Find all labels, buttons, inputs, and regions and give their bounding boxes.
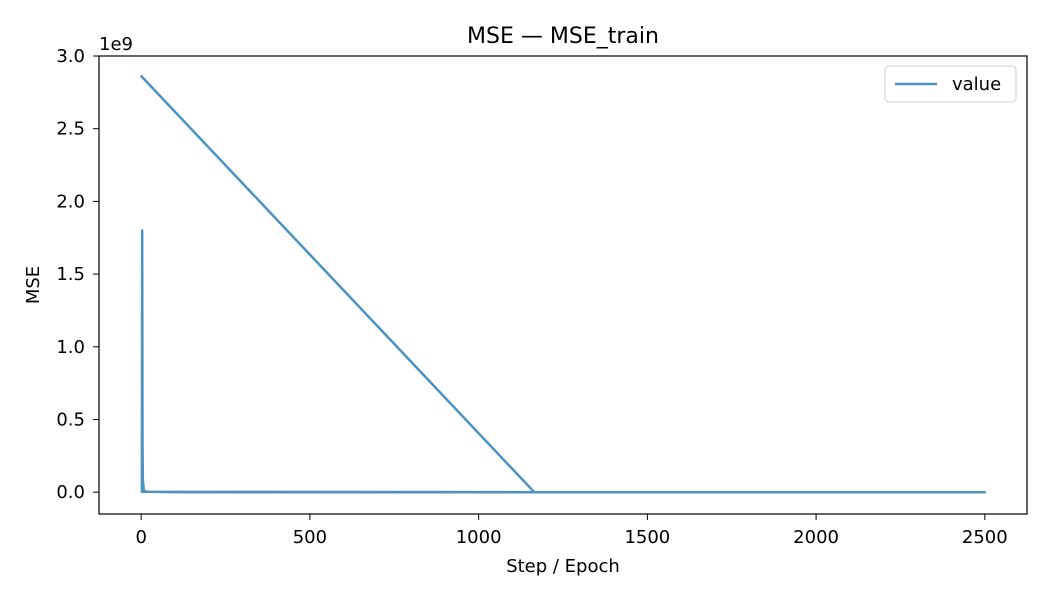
series-line-value: [140, 75, 987, 494]
x-tick-label: 1000: [456, 527, 502, 548]
axes-frame: [98, 55, 1028, 515]
x-axis-label: Step / Epoch: [506, 556, 620, 577]
y-tick-label: 1.5: [56, 264, 85, 285]
y-tick-label: 1.0: [56, 337, 85, 358]
y-tick-label: 2.0: [56, 191, 85, 212]
y-tick-label: 3.0: [56, 46, 85, 67]
y-axis-offset-label: 1e9: [99, 34, 133, 55]
x-tick-label: 0: [135, 527, 146, 548]
chart-title: MSE — MSE_train: [467, 24, 659, 49]
legend-box: [884, 65, 1017, 103]
series-layer: [140, 75, 987, 494]
x-tick-label: 1500: [624, 527, 670, 548]
legend-label: value: [952, 74, 1001, 95]
x-tick-label: 500: [293, 527, 327, 548]
y-tick-label: 0.5: [56, 409, 85, 430]
y-tick-label: 2.5: [56, 119, 85, 140]
x-tick-label: 2500: [962, 527, 1008, 548]
y-axis-label: MSE: [23, 266, 44, 304]
y-tick-label: 0.0: [56, 482, 85, 503]
legend: value: [884, 65, 1017, 103]
axes: 0 500 1000 1500 2000 2500 0.0 0.5 1.0 1.5 2.0 2.5 3.…: [56, 46, 1028, 548]
x-tick-label: 2000: [793, 527, 839, 548]
